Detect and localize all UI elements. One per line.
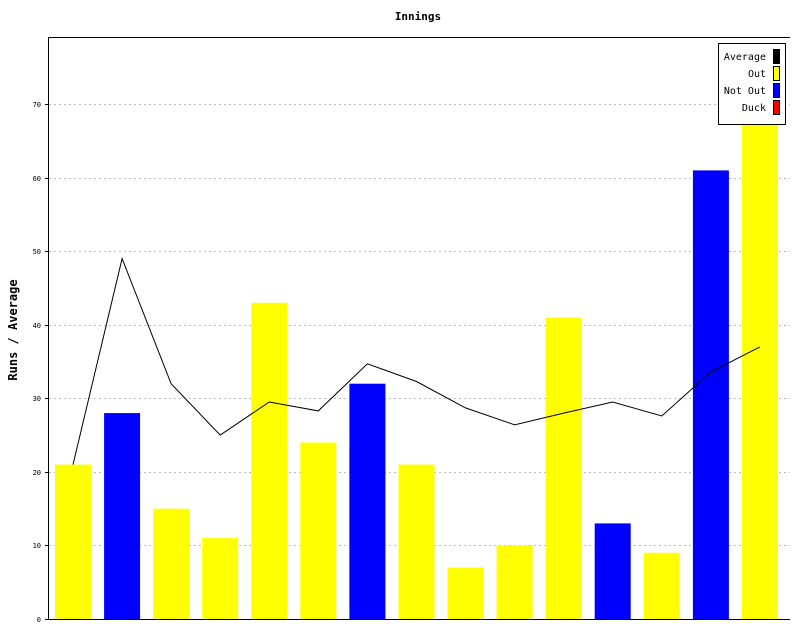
y-tick-label: 30 [33, 395, 41, 403]
y-tick-label: 50 [33, 248, 41, 256]
legend-label: Out [748, 69, 766, 80]
legend-label: Not Out [724, 86, 766, 97]
bar [741, 118, 778, 620]
legend-label: Average [724, 52, 766, 63]
bar [349, 383, 386, 619]
legend-swatch [773, 66, 780, 81]
bar [447, 567, 484, 619]
bar [300, 442, 337, 619]
bars [55, 118, 778, 620]
legend-swatch [773, 100, 780, 115]
y-axis-title: Runs / Average [6, 279, 20, 380]
bar [251, 302, 288, 619]
legend-swatch [773, 83, 780, 98]
bar [496, 545, 533, 619]
y-tick-label: 0 [37, 616, 41, 624]
bar [643, 552, 680, 619]
y-tick-label: 70 [33, 101, 41, 109]
y-ticks: 0 10 20 30 40 50 60 70 [33, 101, 49, 624]
y-tick-label: 10 [33, 542, 41, 550]
bar [55, 464, 91, 619]
bar [545, 317, 582, 619]
bar [692, 170, 729, 619]
legend-label: Duck [742, 103, 766, 114]
legend: Average Out Not Out Duck [718, 43, 786, 125]
bar [104, 413, 141, 619]
legend-swatch [773, 49, 780, 64]
bar [202, 538, 239, 619]
y-tick-label: 60 [33, 175, 41, 183]
bar [398, 464, 435, 619]
average-line [72, 256, 761, 465]
average-line-group [72, 256, 761, 465]
axes [48, 37, 790, 620]
chart-title: Innings [395, 10, 441, 23]
bar [594, 523, 631, 619]
y-tick-label: 20 [33, 469, 41, 477]
y-tick-label: 40 [33, 322, 41, 330]
bar [153, 508, 190, 619]
